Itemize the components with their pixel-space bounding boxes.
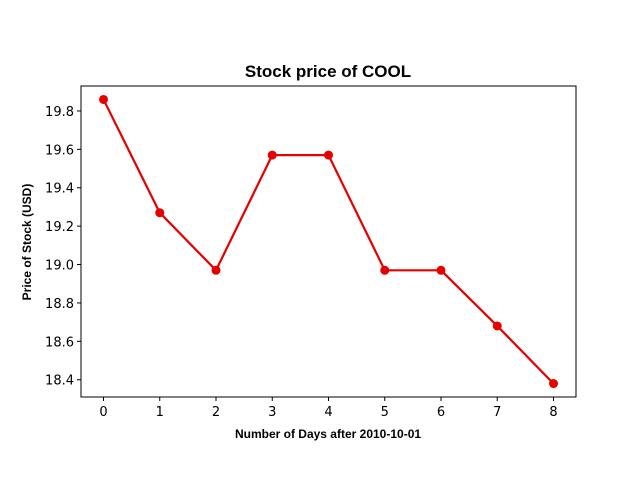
y-tick-label: 18.8 <box>45 297 74 312</box>
chart-title: Stock price of COOL <box>245 62 411 81</box>
data-point <box>324 150 333 160</box>
data-point <box>436 265 446 275</box>
data-point <box>99 94 108 104</box>
y-tick-label: 19.8 <box>45 105 74 120</box>
series-line <box>102 98 555 385</box>
x-tick-label: 2 <box>212 405 220 420</box>
x-tick-label: 4 <box>324 405 332 420</box>
x-tick-label: 6 <box>437 405 445 420</box>
y-tick-label: 19.0 <box>45 259 74 274</box>
data-point <box>549 379 558 389</box>
y-tick-label: 18.6 <box>45 335 74 350</box>
data-point <box>267 150 277 160</box>
y-tick-label: 18.4 <box>45 374 74 389</box>
data-point <box>211 265 221 275</box>
x-tick-label: 8 <box>549 405 557 420</box>
x-tick-label: 3 <box>268 405 276 420</box>
x-tick-label: 7 <box>493 405 501 420</box>
data-point <box>492 321 502 331</box>
data-point <box>155 208 165 218</box>
x-axis-label: Number of Days after 2010-10-01 <box>235 427 421 441</box>
x-tick-label: 1 <box>156 405 164 420</box>
plot-frame <box>80 85 577 398</box>
plot-area: 0 1 2 3 4 5 6 7 8 18.4 18.6 18.8 19.0 19.2 19.4 19.6 19.… <box>45 85 577 420</box>
y-axis-label: Price of Stock (USD) <box>20 184 34 301</box>
y-tick-label: 19.6 <box>45 143 74 158</box>
y-tick-label: 19.4 <box>45 182 74 197</box>
x-tick-label: 5 <box>381 405 389 420</box>
y-tick-label: 19.2 <box>45 220 74 235</box>
data-point <box>380 265 390 275</box>
x-tick-label: 0 <box>99 405 107 420</box>
